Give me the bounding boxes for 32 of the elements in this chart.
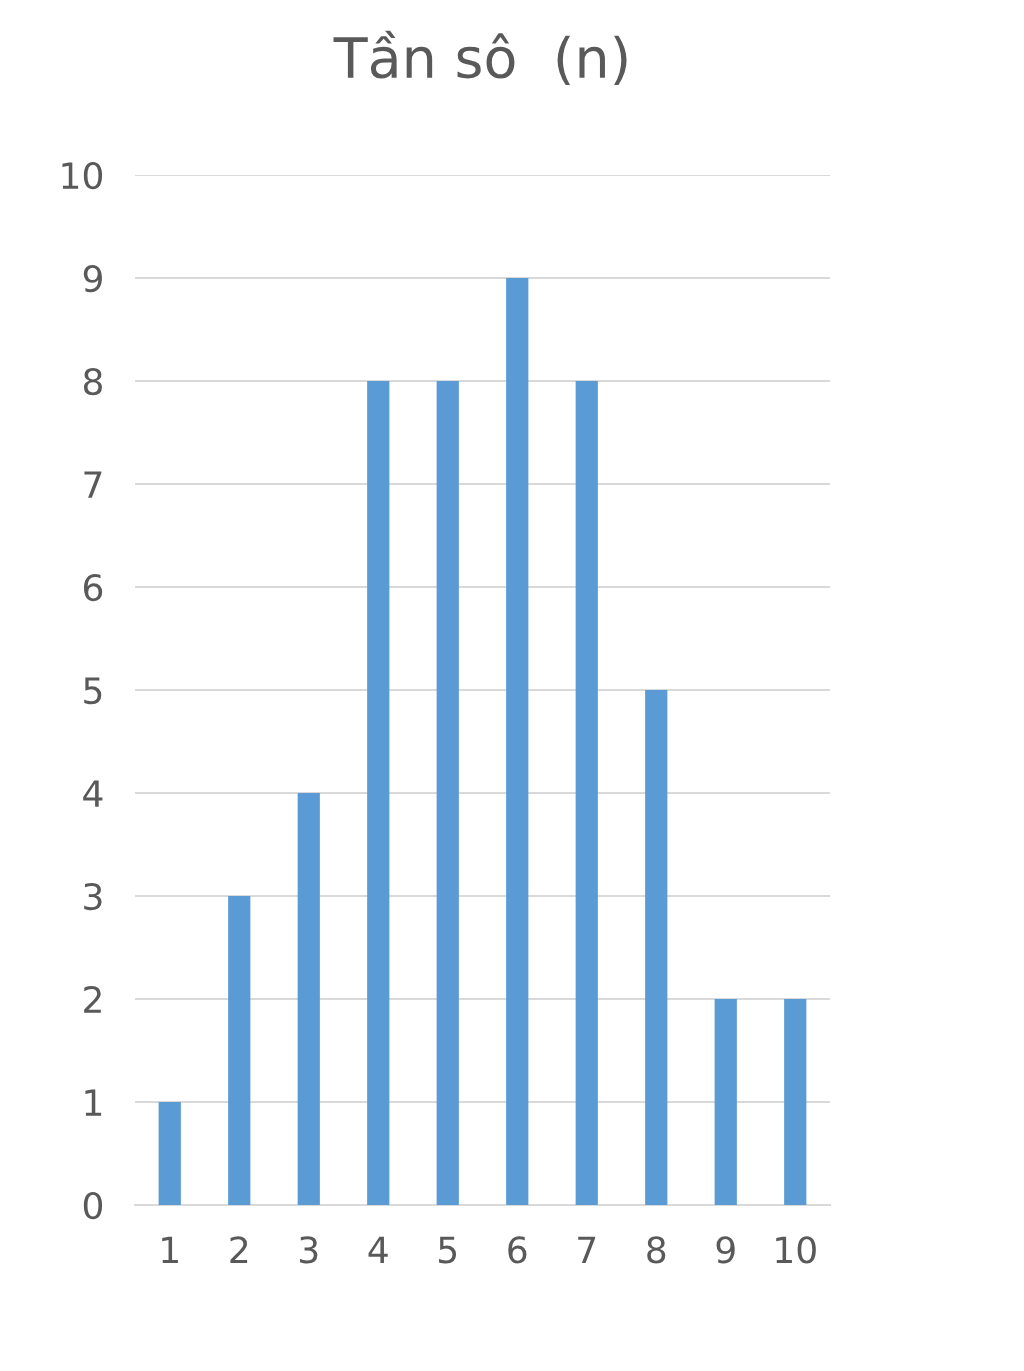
y-tick-label: 8 — [83, 367, 102, 396]
bar — [297, 793, 320, 1205]
bar — [228, 896, 251, 1205]
x-tick-label: 4 — [368, 1236, 388, 1263]
y-tick-label: 1 — [85, 1089, 102, 1116]
bar — [506, 278, 529, 1205]
bar — [784, 999, 807, 1205]
bar — [575, 381, 598, 1205]
y-tick-label: 4 — [83, 780, 103, 807]
y-tick-label: 9 — [83, 264, 102, 293]
chart-title: Tần sô (n) — [333, 30, 627, 86]
x-tick-label: 6 — [508, 1236, 527, 1264]
y-tick-label: 10 — [62, 161, 103, 190]
x-tick-label: 3 — [300, 1236, 318, 1264]
bar — [714, 999, 737, 1205]
bar — [645, 690, 668, 1205]
bar — [367, 381, 390, 1205]
y-tick-label: 7 — [84, 471, 102, 498]
x-tick-label: 1 — [162, 1236, 178, 1263]
y-tick-label: 5 — [84, 677, 102, 705]
y-tick-label: 0 — [83, 1191, 103, 1220]
x-tick-label: 5 — [439, 1236, 457, 1264]
x-tick-label: 10 — [776, 1236, 816, 1264]
x-tick-label: 2 — [230, 1236, 248, 1263]
bar — [436, 381, 459, 1205]
y-tick-label: 6 — [83, 573, 103, 602]
x-tick-label: 7 — [578, 1236, 596, 1263]
y-tick-label: 2 — [84, 985, 101, 1013]
bar — [158, 1102, 181, 1205]
x-tick-label: 9 — [716, 1236, 735, 1264]
y-tick-label: 3 — [84, 882, 102, 911]
x-tick-label: 8 — [647, 1236, 666, 1264]
